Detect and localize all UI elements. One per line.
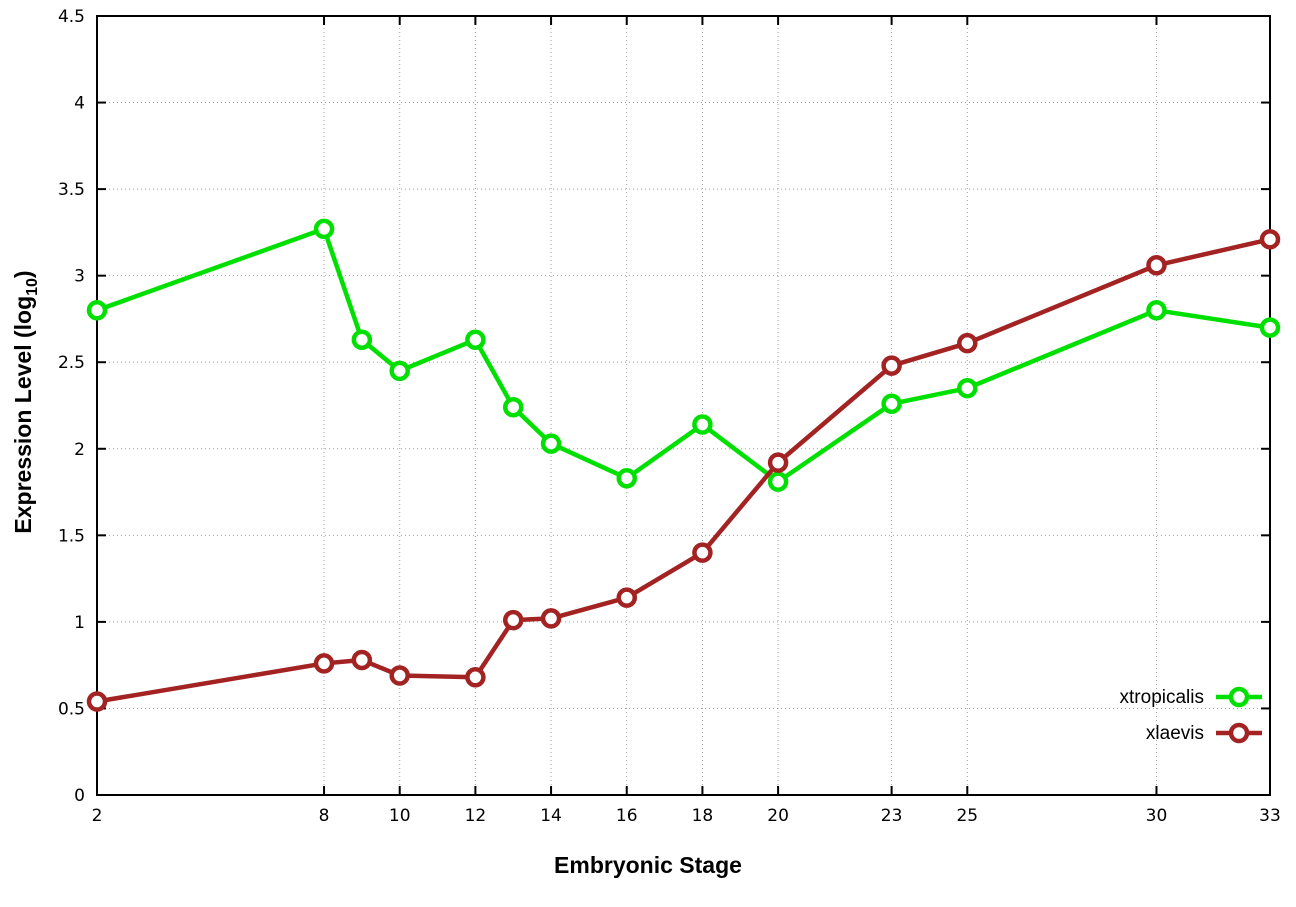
y-tick-label: 0 [74, 786, 85, 806]
legend-marker [1228, 686, 1250, 708]
y-tick-label: 4.5 [58, 7, 85, 27]
data-point-marker [1259, 229, 1281, 250]
data-point-marker [465, 667, 486, 688]
data-point-marker [767, 452, 789, 473]
data-point-marker [389, 665, 410, 686]
data-point-marker [86, 300, 108, 321]
x-tick-label: 33 [1259, 806, 1281, 826]
series-xlaevis [86, 229, 1281, 712]
x-axis-title: Embryonic Stage [554, 852, 742, 878]
y-tick-label: 1 [74, 613, 85, 633]
data-point-marker [1146, 300, 1167, 321]
y-tick-label: 0.5 [58, 699, 85, 719]
series-xtropicalis [86, 218, 1281, 492]
x-tick-label: 10 [389, 806, 411, 826]
series-line [94, 226, 1273, 484]
data-point-marker [692, 414, 713, 435]
x-tick-label: 23 [881, 806, 903, 826]
data-point-marker [1146, 255, 1167, 276]
data-point-marker [86, 691, 108, 712]
data-point-marker [957, 377, 978, 399]
legend-label: xtropicalis [1120, 687, 1204, 708]
y-tick-label: 2 [74, 440, 85, 460]
x-tick-label: 30 [1146, 806, 1168, 826]
data-point-marker [692, 542, 713, 563]
x-tick-label: 12 [465, 806, 487, 826]
data-point-marker [465, 329, 486, 350]
data-point-marker [540, 608, 562, 629]
data-point-marker [616, 587, 637, 608]
data-point-marker [351, 329, 373, 350]
plot-border [96, 15, 1271, 796]
data-point-marker [389, 360, 410, 382]
x-tick-label: 16 [616, 806, 638, 826]
x-tick-label: 14 [540, 806, 562, 826]
y-axis-title-subscript: 10 [23, 278, 41, 296]
y-tick-label: 3 [74, 267, 85, 287]
x-tick-label: 8 [319, 806, 330, 826]
x-tick-label: 20 [767, 806, 789, 826]
y-axis-title: Expression Level (log10) [10, 270, 42, 533]
y-tick-label: 3.5 [58, 180, 85, 200]
grid [96, 15, 1271, 796]
data-point-marker [881, 393, 902, 415]
data-point-marker [1259, 317, 1281, 338]
legend-label: xlaevis [1146, 723, 1204, 744]
data-point-marker [957, 332, 978, 354]
data-point-marker [313, 218, 335, 240]
data-point-marker [540, 433, 562, 454]
data-point-marker [881, 355, 902, 376]
y-tick-label: 4 [74, 94, 85, 114]
data-point-marker [767, 471, 789, 492]
data-point-marker [351, 649, 373, 671]
data-point-marker [502, 609, 524, 631]
series-line [94, 237, 1273, 704]
data-point-marker [502, 396, 524, 418]
y-tick-label: 1.5 [58, 526, 85, 546]
data-point-marker [616, 467, 637, 489]
legend: xtropicalis xlaevis [1120, 686, 1262, 744]
axis-ticks [96, 15, 1271, 796]
x-tick-label: 18 [692, 806, 714, 826]
x-tick-label: 2 [92, 806, 103, 826]
y-axis-title-close: ) [10, 270, 37, 279]
x-tick-label: 25 [956, 806, 978, 826]
tick-labels: 2 8 10 12 14 16 18 20 23 25 30 33 0 0.5 1 1.5 2 2.5 3 3.5 4 4… [58, 7, 1281, 826]
y-tick-label: 2.5 [58, 353, 85, 373]
data-point-marker [313, 653, 335, 674]
legend-marker [1228, 722, 1250, 744]
y-axis-title-text: Expression Level (log [10, 295, 37, 534]
